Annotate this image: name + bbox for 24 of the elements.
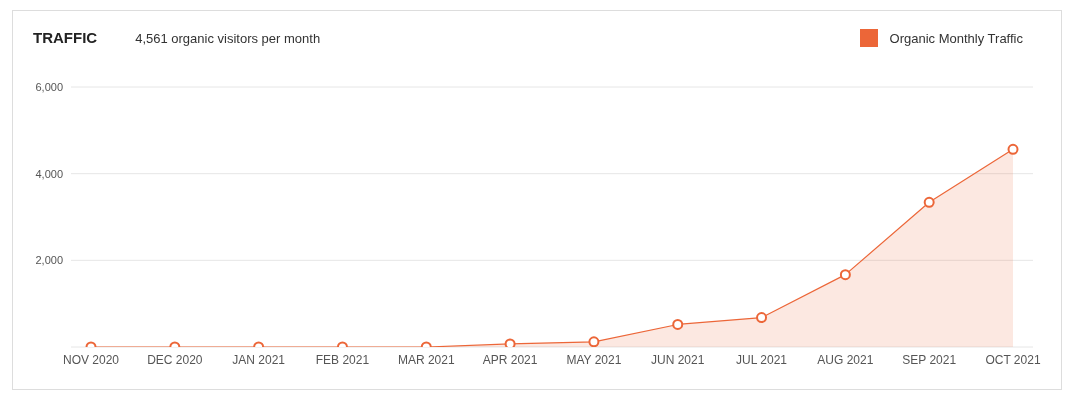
y-tick-label: 4,000 bbox=[35, 167, 63, 180]
chart-title: TRAFFIC bbox=[33, 29, 98, 46]
x-tick-label: SEP 2021 bbox=[902, 352, 957, 367]
point bbox=[672, 318, 684, 330]
chart-subtitle: 4,561 organic visitors per month bbox=[135, 31, 321, 46]
y-tick-label: 2,000 bbox=[35, 254, 63, 267]
x-tick-label: DEC 2020 bbox=[147, 352, 203, 367]
point bbox=[839, 269, 851, 281]
x-tick-label: MAR 2021 bbox=[397, 352, 455, 367]
x-tick-label: NOV 2020 bbox=[62, 352, 120, 367]
point bbox=[588, 336, 600, 347]
x-tick-label: MAY 2021 bbox=[566, 352, 622, 367]
x-tick-label: AUG 2021 bbox=[817, 352, 874, 367]
x-tick-label: OCT 2021 bbox=[985, 352, 1041, 367]
x-tick-label: JUN 2021 bbox=[651, 352, 705, 367]
x-tick-label: APR 2021 bbox=[482, 352, 538, 367]
x-tick-label: JUL 2021 bbox=[736, 352, 788, 367]
x-tick-label: JAN 2021 bbox=[232, 352, 286, 367]
point bbox=[923, 196, 935, 208]
point bbox=[1007, 143, 1019, 155]
point bbox=[504, 338, 516, 347]
x-tick-label: FEB 2021 bbox=[315, 352, 370, 367]
legend-label: Organic Monthly Traffic bbox=[889, 30, 1023, 46]
y-tick-label: 6,000 bbox=[35, 80, 63, 93]
